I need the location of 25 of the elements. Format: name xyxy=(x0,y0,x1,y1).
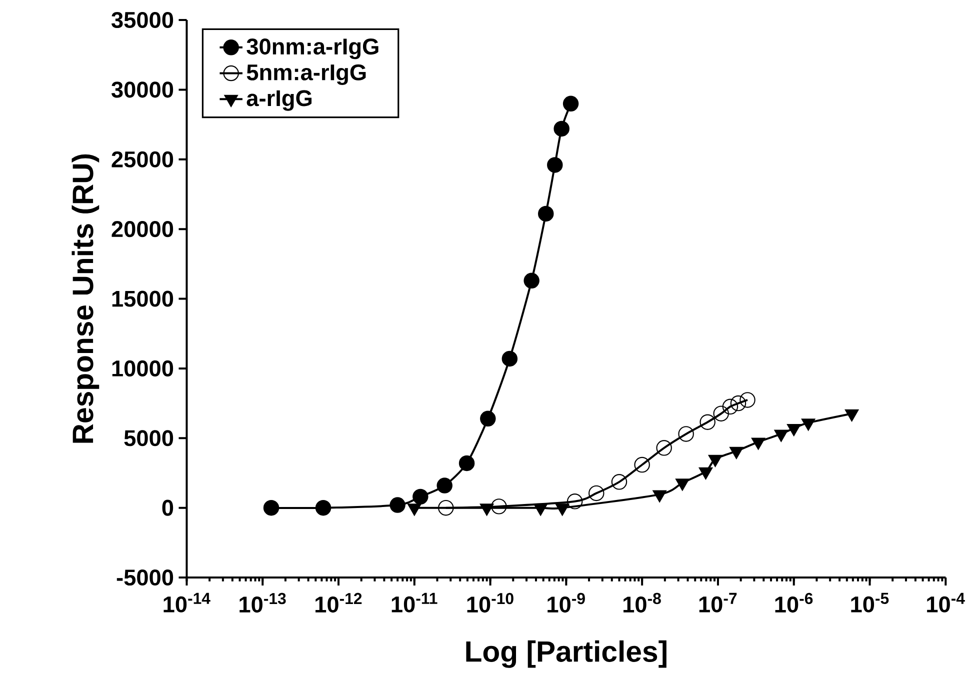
x-tick-label: 10$^{-6}$ xyxy=(775,592,813,612)
y-axis-title: Response Units (RU) xyxy=(72,154,100,443)
x-tick-label: 10$^{-12}$ xyxy=(316,592,362,612)
x-tick-label: 10$^{-11}$ xyxy=(392,592,438,612)
y-tick-label: 35000 xyxy=(111,12,174,28)
x-tick-label: 10$^{-13}$ xyxy=(240,592,286,612)
x-tick-label: 10$^{-7}$ xyxy=(699,592,737,612)
x-tick-label: 10$^{-4}$ xyxy=(927,592,965,612)
y-tick-label: 5000 xyxy=(124,430,174,446)
y-tick-label: 30000 xyxy=(111,82,174,98)
y-tick-label: 10000 xyxy=(112,360,174,376)
x-axis-title: Log [Particles] xyxy=(466,640,666,668)
y-tick-label: 0 xyxy=(162,500,174,516)
x-tick-label: 10$^{-10}$ xyxy=(467,592,514,612)
x-tick-label: 10$^{-8}$ xyxy=(624,592,661,612)
y-tick-label: 25000 xyxy=(112,151,174,168)
x-tick-label: 10$^{-14}$ xyxy=(164,592,210,612)
x-tick-label: 10$^{-9}$ xyxy=(548,592,585,612)
y-tick-label: 20000 xyxy=(112,220,174,237)
legend-label: 30nm:a-rIgG xyxy=(246,38,378,60)
legend-label: 5nm:a-rIgG xyxy=(246,64,366,85)
y-tick-label: 15000 xyxy=(112,290,174,307)
legend-label: a-rIgG xyxy=(246,90,312,111)
y-tick-label: -5000 xyxy=(116,569,174,586)
x-tick-label: 10$^{-5}$ xyxy=(851,592,889,612)
